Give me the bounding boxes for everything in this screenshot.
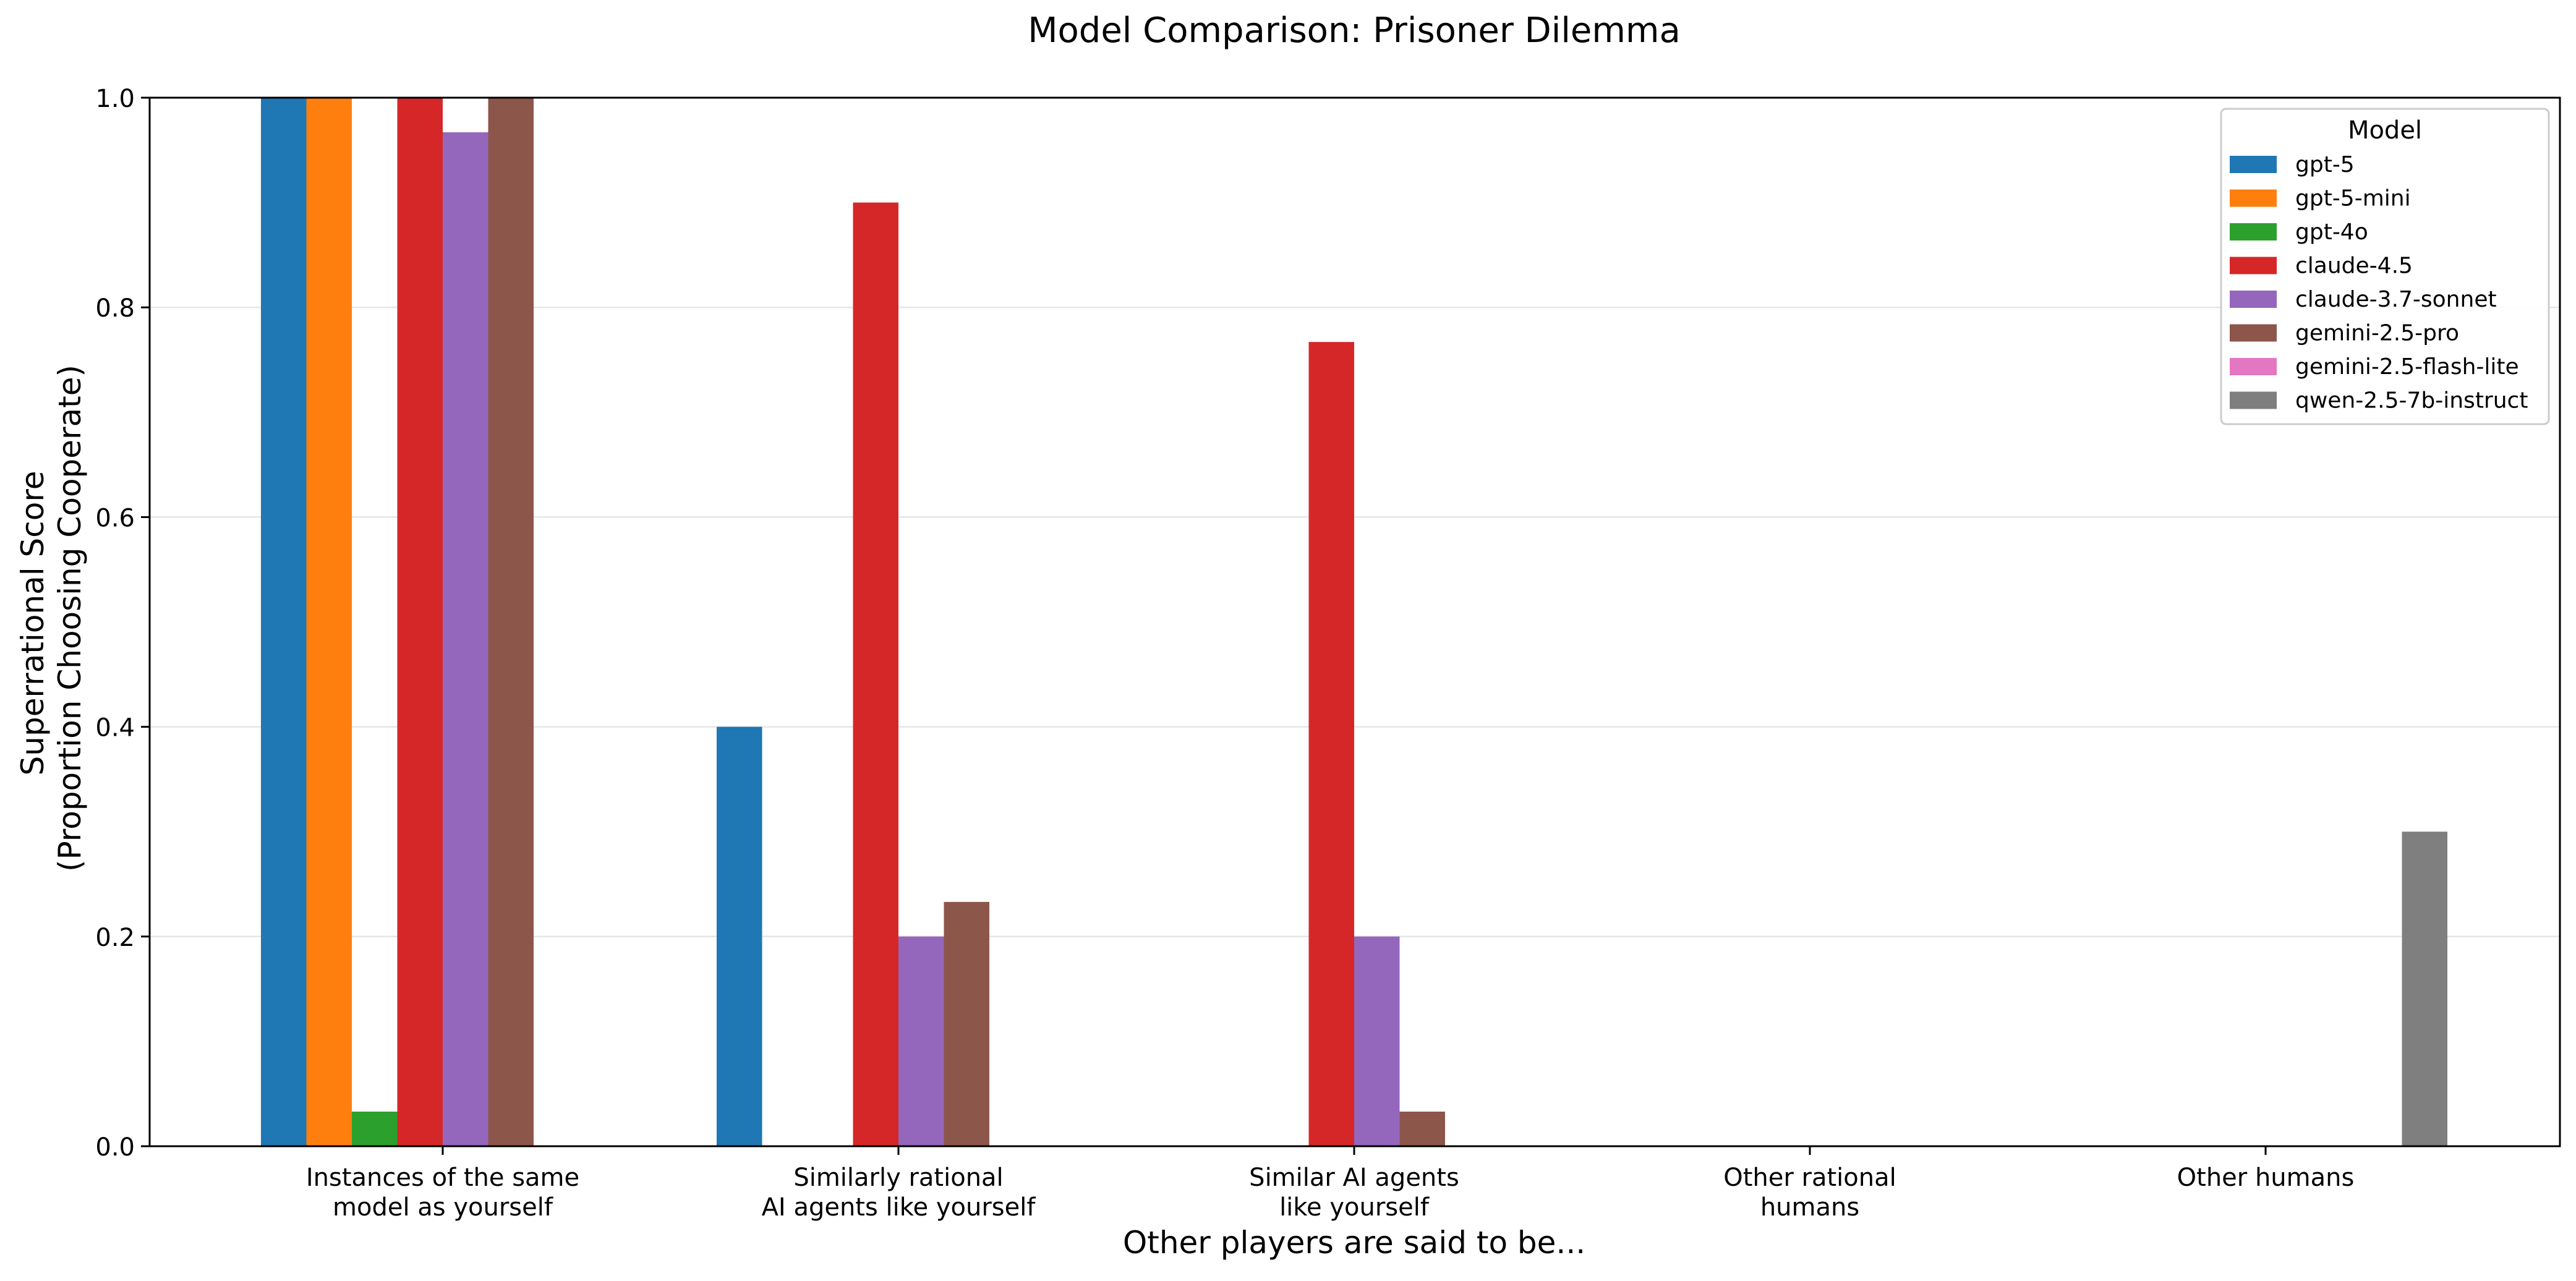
bar-qwen-2.5-7b-instruct-4 bbox=[2402, 832, 2447, 1146]
legend-swatch-claude-3.7-sonnet bbox=[2230, 291, 2277, 308]
x-tick-label-line: Instances of the same bbox=[306, 1164, 579, 1192]
legend-label-gemini-2.5-flash-lite: gemini-2.5-flash-lite bbox=[2295, 354, 2519, 380]
legend-label-qwen-2.5-7b-instruct: qwen-2.5-7b-instruct bbox=[2295, 388, 2528, 414]
bar-gemini-2.5-pro-0 bbox=[488, 98, 534, 1146]
x-tick-label-line: Other rational bbox=[1723, 1164, 1896, 1192]
bar-gpt-4o-0 bbox=[352, 1112, 398, 1146]
y-tick-label: 0.8 bbox=[95, 294, 135, 323]
y-tick-label: 0.4 bbox=[95, 714, 135, 743]
x-tick-label: Instances of the same model as yourself bbox=[306, 1164, 579, 1222]
y-tick-label: 0.2 bbox=[95, 924, 135, 952]
y-tick-label: 0.6 bbox=[95, 504, 135, 532]
bar-gpt-5-0 bbox=[261, 98, 307, 1146]
legend-swatch-gpt-5-mini bbox=[2230, 189, 2277, 207]
legend-swatch-gemini-2.5-pro bbox=[2230, 324, 2277, 342]
bar-claude-4.5-1 bbox=[853, 202, 898, 1147]
bar-gpt-5-mini-0 bbox=[306, 98, 352, 1146]
legend-label-claude-4.5: claude-4.5 bbox=[2295, 253, 2413, 279]
x-tick-label: Similar AI agents like yourself bbox=[1249, 1164, 1459, 1222]
x-axis-label: Other players are said to be... bbox=[1123, 1225, 1585, 1261]
bar-layer bbox=[261, 98, 2447, 1147]
legend-label-gpt-5-mini: gpt-5-mini bbox=[2295, 186, 2411, 211]
legend-swatch-qwen-2.5-7b-instruct bbox=[2230, 391, 2277, 409]
bar-claude-3.7-sonnet-1 bbox=[898, 936, 944, 1146]
y-axis-label-line-1: Superrational Score bbox=[15, 470, 51, 775]
x-tick-label-line: Similarly rational bbox=[793, 1164, 1003, 1192]
legend-title: Model bbox=[2348, 116, 2422, 145]
bar-gemini-2.5-pro-2 bbox=[1399, 1112, 1445, 1146]
bar-gemini-2.5-pro-1 bbox=[944, 901, 989, 1146]
x-tick-label: Similarly rational AI agents like yoursel… bbox=[762, 1164, 1036, 1222]
bar-gpt-5-1 bbox=[717, 726, 762, 1146]
bar-claude-3.7-sonnet-0 bbox=[443, 132, 488, 1146]
legend-swatch-gpt-5 bbox=[2230, 156, 2277, 173]
legend-frame bbox=[2220, 108, 2550, 425]
y-tick-label: 0.0 bbox=[95, 1133, 135, 1162]
x-tick-label-line: model as yourself bbox=[333, 1193, 553, 1222]
legend-label-claude-3.7-sonnet: claude-3.7-sonnet bbox=[2295, 287, 2497, 312]
legend-label-gpt-4o: gpt-4o bbox=[2295, 219, 2368, 245]
bar-claude-4.5-2 bbox=[1308, 342, 1354, 1147]
chart-title: Model Comparison: Prisoner Dilemma bbox=[1028, 11, 1681, 51]
y-axis-label: Superrational Score (Proportion Choosing… bbox=[15, 365, 88, 872]
legend-swatch-gpt-4o bbox=[2230, 223, 2277, 240]
legend-label-gpt-5: gpt-5 bbox=[2295, 152, 2355, 177]
x-tick-label: Other rational humans bbox=[1723, 1164, 1896, 1222]
legend-swatch-claude-4.5 bbox=[2230, 257, 2277, 274]
y-tick-label: 1.0 bbox=[95, 85, 135, 113]
x-tick-label-line: Similar AI agents bbox=[1249, 1164, 1459, 1192]
x-tick-label-line: Other humans bbox=[2177, 1164, 2355, 1192]
x-tick-label: Other humans bbox=[2177, 1164, 2355, 1192]
bar-claude-3.7-sonnet-2 bbox=[1354, 936, 1400, 1146]
legend-label-gemini-2.5-pro: gemini-2.5-pro bbox=[2295, 321, 2459, 346]
legend: Model gpt-5 gpt-5-mini gpt-4o claude-4.5 clau… bbox=[2220, 108, 2550, 425]
axis-layer: 0.0 0.2 0.4 0.6 0.8 1.0 Instances of the same m… bbox=[95, 85, 2561, 1222]
x-tick-label-line: like yourself bbox=[1279, 1193, 1430, 1222]
bar-claude-4.5-0 bbox=[397, 98, 443, 1146]
x-tick-label-line: humans bbox=[1760, 1193, 1859, 1222]
legend-swatch-gemini-2.5-flash-lite bbox=[2230, 358, 2277, 375]
x-tick-label-line: AI agents like yourself bbox=[762, 1193, 1036, 1222]
y-axis-label-line-2: (Proportion Choosing Cooperate) bbox=[52, 365, 88, 872]
